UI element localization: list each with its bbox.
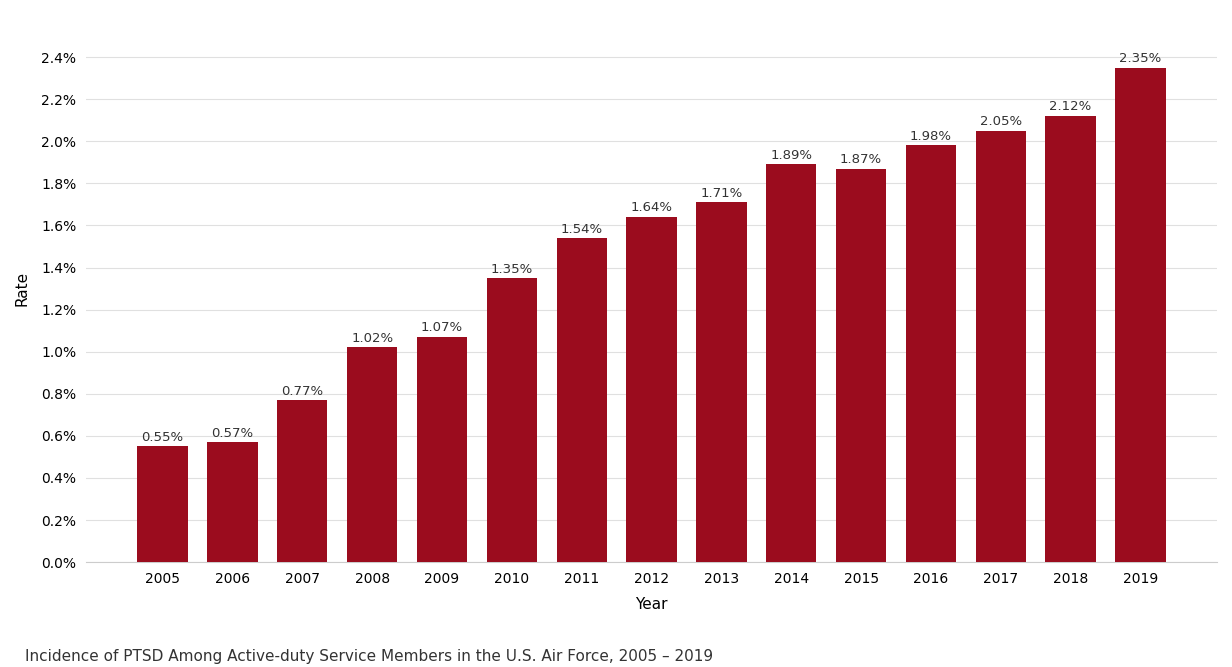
Bar: [766, 164, 817, 562]
Text: 2.12%: 2.12%: [1050, 101, 1092, 113]
X-axis label: Year: Year: [636, 597, 668, 612]
Text: 0.57%: 0.57%: [212, 427, 254, 440]
Text: 1.98%: 1.98%: [910, 130, 952, 143]
Bar: [1046, 116, 1095, 562]
Text: 1.07%: 1.07%: [421, 321, 463, 334]
Bar: [837, 169, 886, 562]
Text: 2.35%: 2.35%: [1120, 52, 1162, 65]
Bar: [1115, 67, 1165, 562]
Text: 2.05%: 2.05%: [979, 115, 1021, 128]
Text: 1.89%: 1.89%: [770, 149, 812, 162]
Bar: [557, 238, 607, 562]
Text: 1.35%: 1.35%: [490, 263, 533, 275]
Text: 0.55%: 0.55%: [142, 431, 184, 444]
Text: 0.77%: 0.77%: [281, 385, 323, 398]
Bar: [277, 400, 328, 562]
Text: 1.71%: 1.71%: [700, 187, 743, 200]
Bar: [696, 202, 747, 562]
Bar: [416, 337, 467, 562]
Bar: [976, 131, 1026, 562]
Bar: [906, 145, 956, 562]
Bar: [138, 446, 187, 562]
Text: 1.87%: 1.87%: [840, 153, 882, 166]
Y-axis label: Rate: Rate: [15, 271, 30, 306]
Text: 1.64%: 1.64%: [631, 201, 673, 215]
Bar: [487, 278, 537, 562]
Bar: [207, 442, 257, 562]
Bar: [626, 217, 676, 562]
Bar: [347, 348, 397, 562]
Text: Incidence of PTSD Among Active-duty Service Members in the U.S. Air Force, 2005 : Incidence of PTSD Among Active-duty Serv…: [25, 649, 713, 664]
Text: 1.02%: 1.02%: [351, 332, 393, 345]
Text: 1.54%: 1.54%: [561, 223, 602, 235]
